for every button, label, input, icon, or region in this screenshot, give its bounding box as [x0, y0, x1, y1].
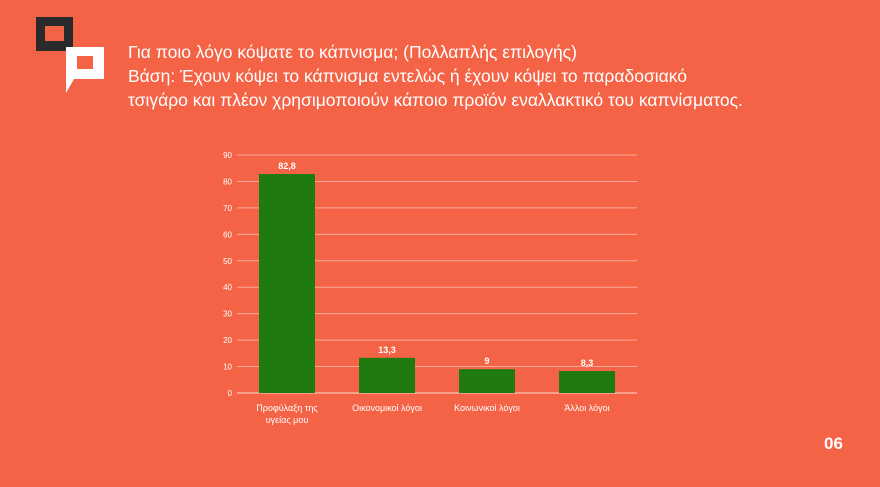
- brand-logo: [36, 17, 104, 100]
- y-tick-label: 30: [223, 310, 232, 319]
- x-tick-label: υγείας μου: [266, 415, 309, 425]
- data-label: 9: [484, 356, 489, 366]
- bar: [359, 357, 415, 393]
- slide-title: Για ποιο λόγο κόψατε το κάπνισμα; (Πολλα…: [128, 42, 577, 62]
- y-tick-label: 50: [223, 257, 232, 266]
- slide-heading: Για ποιο λόγο κόψατε το κάπνισμα; (Πολλα…: [128, 40, 868, 112]
- bar: [259, 174, 315, 393]
- x-axis-labels: Προφύλαξη της υγείας μου Οικονομικοί λόγοι…: [256, 403, 609, 425]
- y-axis-ticks: 0 10 20 30 40 50 60 70 80 90: [223, 151, 232, 398]
- y-tick-label: 90: [223, 151, 232, 160]
- data-labels: 82,8 13,3 9 8,3: [278, 161, 593, 368]
- y-tick-label: 0: [228, 389, 233, 398]
- data-label: 13,3: [378, 345, 396, 355]
- bar: [459, 369, 515, 393]
- data-label: 82,8: [278, 161, 296, 171]
- x-tick-label: Κοινωνικοί λόγοι: [454, 403, 520, 413]
- page-number: 06: [824, 434, 843, 453]
- y-tick-label: 80: [223, 177, 232, 186]
- y-tick-label: 10: [223, 363, 232, 372]
- y-tick-label: 40: [223, 283, 232, 292]
- base-description-line-2: τσιγάρο και πλέον χρησιμοποιούν κάποιο π…: [128, 90, 743, 110]
- y-tick-label: 20: [223, 336, 232, 345]
- x-tick-label: Άλλοι λόγοι: [564, 403, 609, 413]
- bars: [259, 174, 615, 393]
- data-label: 8,3: [581, 358, 594, 368]
- y-tick-label: 70: [223, 204, 232, 213]
- x-tick-label: Προφύλαξη της: [256, 403, 318, 413]
- x-tick-label: Οικονομικοί λόγοι: [352, 403, 422, 413]
- base-description-line-1: Βάση: Έχουν κόψει το κάπνισμα εντελώς ή …: [128, 66, 688, 86]
- bar: [559, 371, 615, 393]
- y-tick-label: 60: [223, 230, 232, 239]
